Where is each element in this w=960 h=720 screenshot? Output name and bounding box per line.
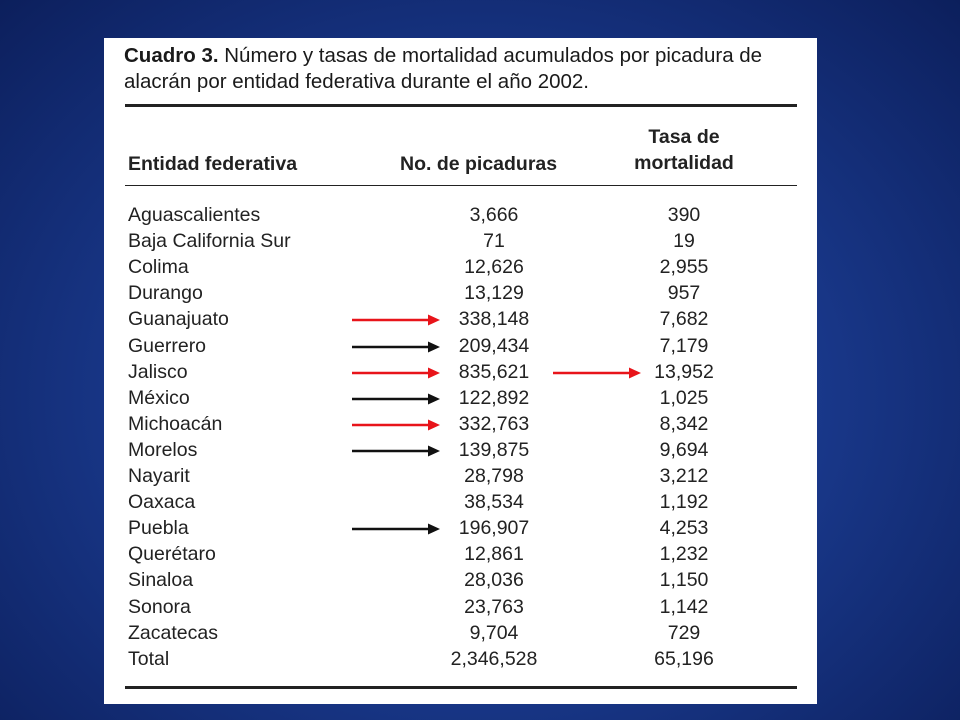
bottom-rule — [125, 686, 797, 689]
cell-picaduras: 28,036 — [464, 569, 524, 592]
cell-picaduras: 9,704 — [469, 621, 519, 644]
cell-entidad: Morelos — [128, 438, 198, 461]
cell-tasa: 957 — [667, 282, 701, 305]
cell-entidad: Durango — [128, 282, 203, 305]
cell-picaduras: 28,798 — [464, 465, 524, 487]
arrow-red-icon — [352, 313, 440, 327]
cell-tasa: 1,142 — [659, 595, 709, 618]
arrow-red-icon — [352, 418, 440, 432]
cell-picaduras: 2,346,528 — [450, 647, 538, 670]
document-panel: Cuadro 3. Número y tasas de mortalidad a… — [104, 38, 817, 704]
cell-tasa: 19 — [673, 230, 695, 253]
cell-entidad: Zacatecas — [128, 621, 218, 644]
table-row: Nayarit 28,798 3,212 — [104, 463, 817, 489]
cell-entidad: Guerrero — [128, 334, 207, 357]
cell-entidad: Puebla — [128, 517, 189, 540]
cell-tasa: 7,179 — [659, 334, 709, 357]
cell-picaduras: 13,129 — [464, 282, 524, 305]
caption-text: Número y tasas de mortalidad acumulados … — [124, 44, 763, 93]
cell-tasa: 1,232 — [659, 543, 709, 566]
table-row: Puebla 196,907 4,253 — [104, 515, 817, 541]
arrow-black-icon — [352, 522, 440, 536]
cell-picaduras: 38,534 — [464, 491, 524, 514]
header-rule — [125, 185, 797, 186]
cell-tasa: 2,955 — [659, 256, 709, 279]
table-row: Aguascalientes 3,666 390 — [104, 202, 817, 228]
cell-picaduras: 3,666 — [469, 204, 519, 226]
cell-entidad: Sonora — [128, 595, 191, 618]
cell-entidad: Jalisco — [128, 360, 188, 383]
cell-entidad: Guanajuato — [128, 308, 229, 331]
table-row: Baja California Sur 71 19 — [104, 228, 817, 254]
header-picaduras: No. de picaduras — [400, 153, 558, 175]
table-row: Morelos 139,875 9,694 — [104, 437, 817, 463]
header-tasa-line1: Tasa de — [648, 126, 720, 148]
arrow-black-icon — [352, 444, 440, 458]
cell-tasa: 13,952 — [654, 360, 714, 383]
table-row: Colima 12,626 2,955 — [104, 254, 817, 280]
cell-picaduras: 338,148 — [458, 308, 530, 331]
arrow-black-icon — [352, 392, 440, 406]
table-caption: Cuadro 3. Número y tasas de mortalidad a… — [124, 43, 804, 95]
arrow-black-icon — [352, 340, 440, 354]
cell-picaduras: 332,763 — [458, 412, 530, 435]
cell-tasa: 1,025 — [659, 386, 709, 409]
cell-tasa: 1,150 — [659, 569, 709, 592]
cell-tasa: 65,196 — [654, 647, 714, 670]
cell-picaduras: 71 — [483, 230, 505, 253]
cell-picaduras: 835,621 — [458, 360, 530, 383]
arrow-red-icon — [352, 366, 440, 380]
arrow-red-icon — [553, 366, 641, 380]
table-row: Oaxaca 38,534 1,192 — [104, 489, 817, 515]
caption-label: Cuadro 3. — [124, 44, 219, 67]
table-row: Guanajuato 338,148 7,682 — [104, 306, 817, 332]
table-row: Durango 13,129 957 — [104, 280, 817, 306]
cell-tasa: 8,342 — [659, 412, 709, 435]
table-row: México 122,892 1,025 — [104, 385, 817, 411]
cell-tasa: 390 — [667, 204, 701, 226]
cell-entidad: México — [128, 386, 190, 409]
cell-picaduras: 196,907 — [458, 517, 530, 540]
table-row: Querétaro 12,861 1,232 — [104, 541, 817, 567]
cell-tasa: 1,192 — [659, 491, 709, 514]
header-tasa: Tasa de mortalidad — [612, 124, 756, 176]
table-row: Sonora 23,763 1,142 — [104, 594, 817, 620]
cell-picaduras: 209,434 — [458, 334, 530, 357]
cell-entidad: Oaxaca — [128, 491, 196, 514]
cell-tasa: 4,253 — [659, 517, 709, 540]
cell-tasa: 7,682 — [659, 308, 709, 331]
table-row: Michoacán 332,763 8,342 — [104, 411, 817, 437]
header-tasa-line2: mortalidad — [634, 152, 734, 174]
top-rule — [125, 104, 797, 107]
cell-picaduras: 139,875 — [458, 438, 530, 461]
cell-entidad: Baja California Sur — [128, 230, 291, 253]
table-row: Jalisco 835,621 13,952 — [104, 359, 817, 385]
cell-tasa: 3,212 — [659, 465, 709, 487]
cell-tasa: 729 — [667, 621, 701, 644]
cell-picaduras: 23,763 — [464, 595, 524, 618]
cell-entidad: Michoacán — [128, 412, 223, 435]
table-row: Sinaloa 28,036 1,150 — [104, 567, 817, 593]
cell-picaduras: 12,861 — [464, 543, 524, 566]
cell-entidad: Aguascalientes — [128, 204, 261, 226]
table-row: Guerrero 209,434 7,179 — [104, 333, 817, 359]
cell-picaduras: 12,626 — [464, 256, 524, 279]
cell-entidad: Nayarit — [128, 465, 190, 487]
table-row: Total 2,346,528 65,196 — [104, 646, 817, 672]
cell-entidad: Querétaro — [128, 543, 216, 566]
table-row: Zacatecas 9,704 729 — [104, 620, 817, 646]
cell-picaduras: 122,892 — [458, 386, 530, 409]
cell-tasa: 9,694 — [659, 438, 709, 461]
cell-entidad: Sinaloa — [128, 569, 194, 592]
cell-entidad: Total — [128, 647, 170, 670]
cell-entidad: Colima — [128, 256, 189, 279]
header-entidad: Entidad federativa — [128, 153, 298, 175]
